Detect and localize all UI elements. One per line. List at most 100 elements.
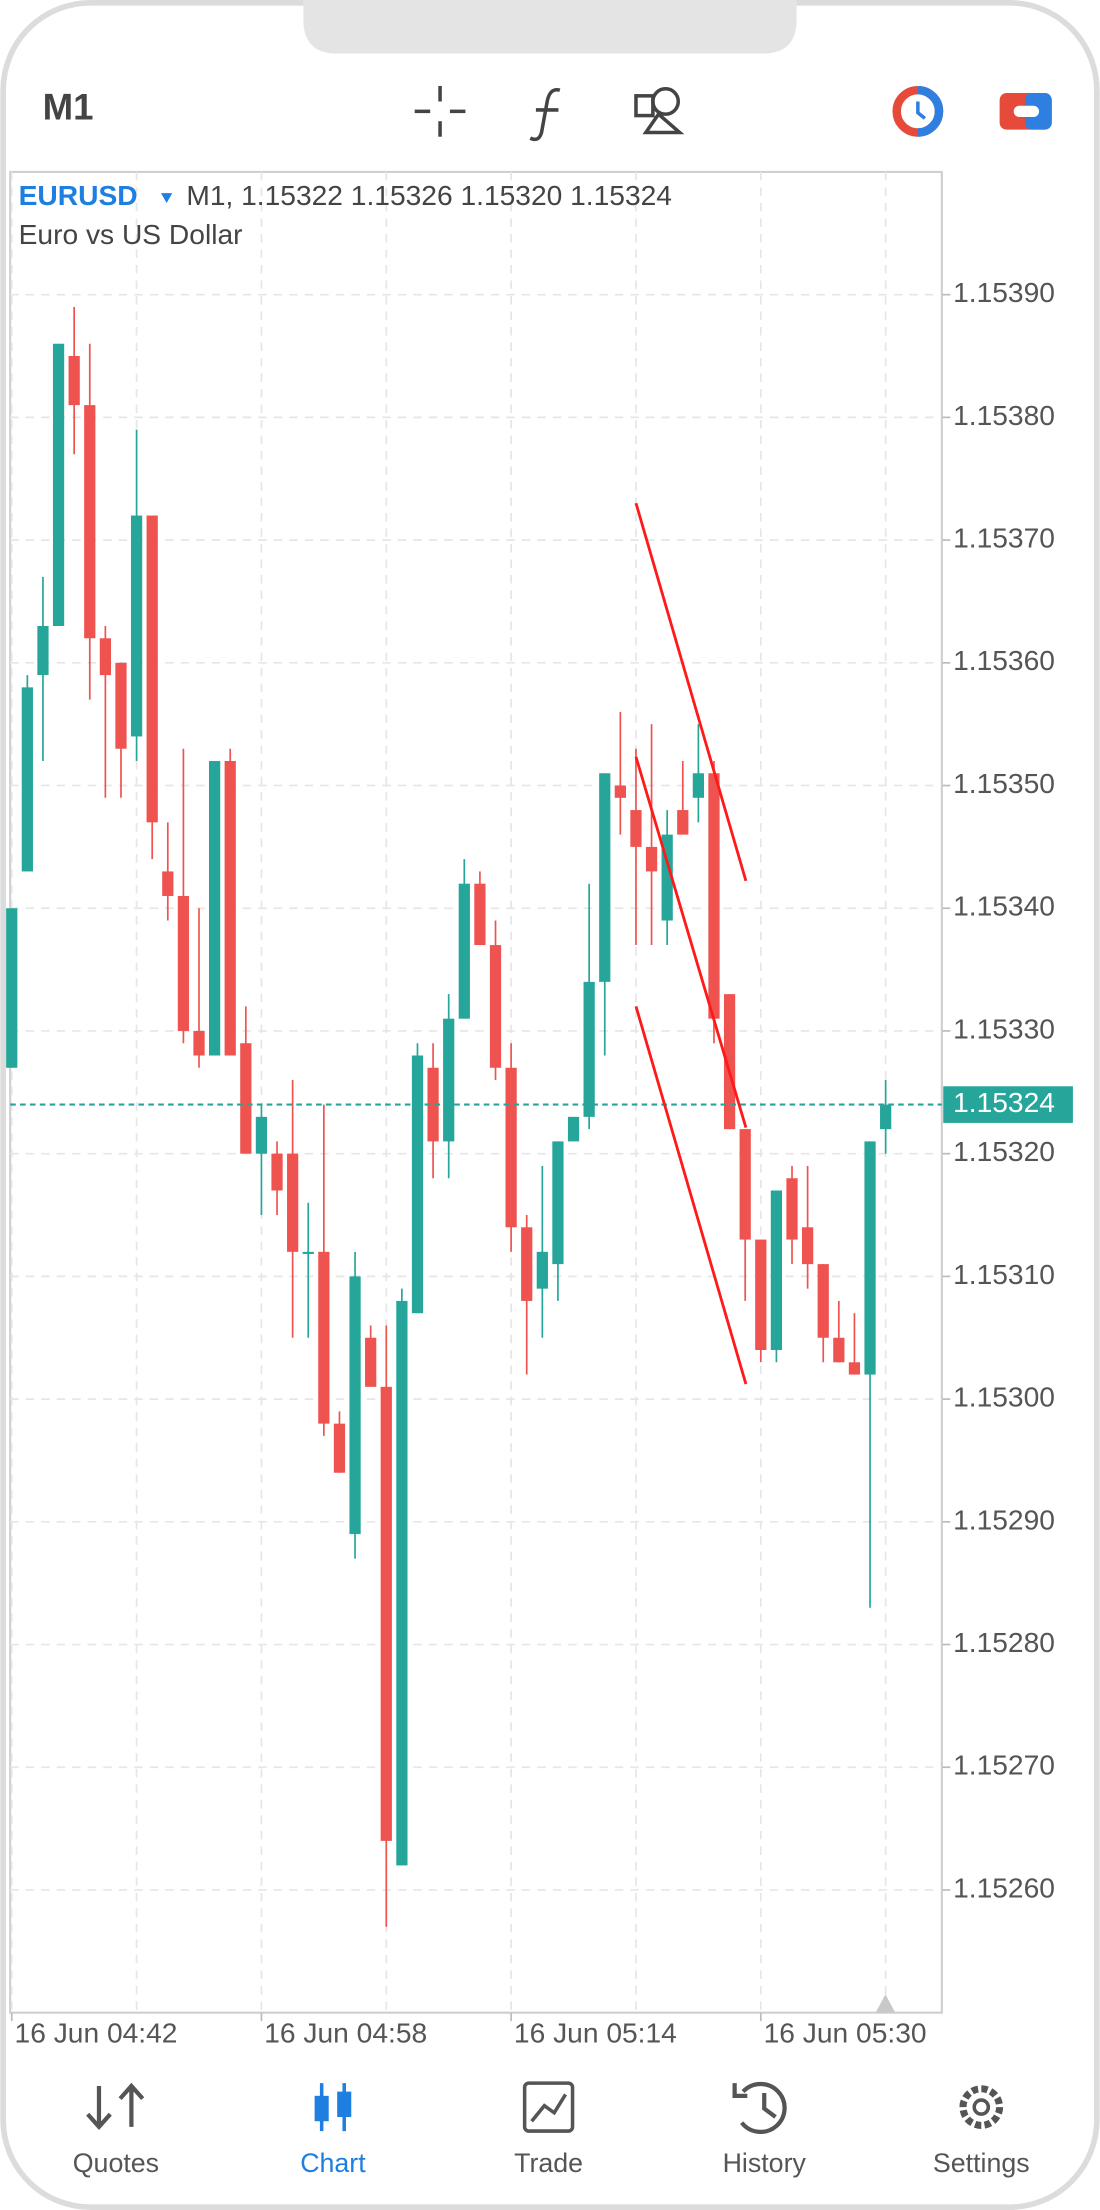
tab-label[interactable]: Settings <box>933 2148 1030 2178</box>
candle-body <box>443 1018 455 1142</box>
candle-body <box>677 810 689 835</box>
candle-body <box>302 1251 314 1254</box>
candle-body <box>521 1227 533 1301</box>
y-tick-label: 1.15390 <box>953 276 1055 308</box>
y-tick-label: 1.15360 <box>953 644 1055 676</box>
candle-body <box>614 785 626 798</box>
candle-body <box>208 760 221 1056</box>
shift-marker[interactable] <box>875 1994 896 2013</box>
y-tick-label: 1.15380 <box>953 399 1055 431</box>
candle-body <box>130 515 143 737</box>
candle-body <box>68 356 80 406</box>
indicator-icon[interactable] <box>529 88 561 142</box>
candle-body <box>84 405 96 639</box>
tab-label[interactable]: Quotes <box>73 2148 159 2178</box>
chart-frame <box>9 170 943 2014</box>
candle-body <box>333 1423 346 1473</box>
candle-body <box>380 1386 392 1841</box>
symbol-dropdown[interactable] <box>160 193 173 203</box>
candle-body <box>692 773 704 798</box>
candle-body <box>645 846 658 872</box>
candle-body <box>489 945 502 1068</box>
candle-body <box>146 515 158 823</box>
last-price-box <box>943 1086 1073 1123</box>
candle-body <box>224 760 236 1056</box>
candle-body <box>255 1116 268 1154</box>
quotes-icon <box>86 2082 145 2131</box>
candle-body <box>739 1129 751 1240</box>
candle-body <box>848 1362 861 1375</box>
account-icon[interactable] <box>892 85 944 137</box>
y-tick-label: 1.15370 <box>953 522 1055 554</box>
tab[interactable]: History <box>723 2081 807 2178</box>
objects-icon[interactable] <box>634 87 685 135</box>
candle-body <box>552 1141 564 1265</box>
y-tick-label: 1.15290 <box>953 1503 1055 1535</box>
tab[interactable]: Settings <box>933 2085 1030 2178</box>
candle-body <box>817 1264 829 1338</box>
tab-label[interactable]: History <box>723 2148 807 2178</box>
y-tick-label: 1.15280 <box>953 1626 1055 1658</box>
x-tick-label: 16 Jun 04:58 <box>264 2017 427 2049</box>
trade-tab-line <box>530 2093 568 2123</box>
x-tick-label: 16 Jun 05:30 <box>764 2017 927 2049</box>
trend-channel[interactable] <box>634 502 748 1385</box>
crosshair-icon[interactable] <box>414 85 466 137</box>
candle-body <box>802 1227 814 1265</box>
candle-body <box>708 773 720 1019</box>
candle-body <box>177 895 190 1031</box>
trade-tab-icon <box>522 2081 575 2133</box>
tab[interactable]: Chart <box>300 2083 366 2178</box>
y-tick-label: 1.15300 <box>953 1381 1055 1413</box>
x-tick-label: 16 Jun 05:14 <box>514 2017 677 2049</box>
candle-body <box>240 1043 252 1154</box>
candle-body <box>458 883 470 1019</box>
tab[interactable]: Quotes <box>73 2082 159 2178</box>
symbol-description: Euro vs US Dollar <box>19 218 243 250</box>
candle-body <box>271 1153 283 1191</box>
plot: 1.15390 1.15380 1.15370 1.15360 1.15350 1.153… <box>6 171 1073 2049</box>
tab-label[interactable]: Trade <box>514 2148 583 2178</box>
candle-body <box>115 662 127 749</box>
chart-icon-body <box>337 2091 352 2117</box>
symbol[interactable]: EURUSD <box>19 179 138 211</box>
timeframe[interactable]: M1 <box>43 87 94 128</box>
candle-body <box>349 1276 361 1535</box>
candle-body <box>193 1030 205 1056</box>
candle-body <box>474 883 486 946</box>
candle-body <box>630 810 642 847</box>
candle-body <box>864 1141 876 1375</box>
trend-line[interactable] <box>634 756 748 1128</box>
candle-body <box>567 1116 580 1142</box>
ohlc-info: M1, 1.15322 1.15326 1.15320 1.15324 <box>186 179 672 211</box>
candle-body <box>833 1337 845 1363</box>
candle-body <box>599 773 611 982</box>
tab[interactable]: Trade <box>514 2081 583 2178</box>
candle-body <box>723 994 736 1130</box>
candle-body <box>99 638 111 676</box>
trend-line[interactable] <box>634 502 748 882</box>
candle-body <box>786 1178 798 1240</box>
trade-icon[interactable] <box>999 93 1052 130</box>
candle-body <box>661 834 673 921</box>
candle-body <box>287 1153 299 1252</box>
trend-line[interactable] <box>634 1005 748 1385</box>
y-tick-label: 1.15350 <box>953 767 1055 799</box>
candle-body <box>411 1055 424 1314</box>
candle-body <box>37 625 49 676</box>
candle-body <box>427 1067 439 1142</box>
candle-body <box>770 1190 783 1351</box>
y-tick-label: 1.15330 <box>953 1012 1055 1044</box>
x-tick-label: 16 Jun 04:42 <box>15 2017 178 2049</box>
last-price-label: 1.15324 <box>953 1086 1055 1118</box>
candle-body <box>52 343 65 626</box>
candle-body <box>536 1251 548 1289</box>
candle-body <box>880 1104 892 1130</box>
candle-body <box>365 1337 377 1387</box>
settings-icon-hub <box>972 2098 991 2116</box>
candle-body <box>505 1067 517 1228</box>
tab-label[interactable]: Chart <box>300 2148 366 2178</box>
candle-body <box>21 687 33 872</box>
